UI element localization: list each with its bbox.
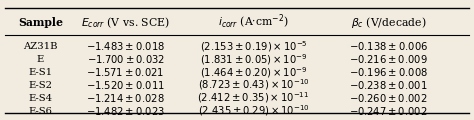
Text: $\beta_c$ (V/decade): $\beta_c$ (V/decade) — [351, 15, 427, 30]
Text: $-0.196 \pm 0.008$: $-0.196 \pm 0.008$ — [349, 66, 428, 78]
Text: $-1.214 \pm 0.028$: $-1.214 \pm 0.028$ — [86, 92, 165, 104]
Text: Sample: Sample — [18, 17, 63, 28]
Text: $(1.464 \pm 0.20) \times 10^{-9}$: $(1.464 \pm 0.20) \times 10^{-9}$ — [200, 65, 307, 80]
Text: $-1.483 \pm 0.018$: $-1.483 \pm 0.018$ — [86, 40, 165, 52]
Text: $-1.700 \pm 0.032$: $-1.700 \pm 0.032$ — [87, 53, 164, 65]
Text: $(2.435 \pm 0.29) \times 10^{-10}$: $(2.435 \pm 0.29) \times 10^{-10}$ — [198, 104, 310, 118]
Text: $(1.831 \pm 0.05) \times 10^{-9}$: $(1.831 \pm 0.05) \times 10^{-9}$ — [200, 52, 308, 67]
Text: E-S4: E-S4 — [28, 94, 52, 102]
Text: $-1.571 \pm 0.021$: $-1.571 \pm 0.021$ — [86, 66, 165, 78]
Text: $-1.520 \pm 0.011$: $-1.520 \pm 0.011$ — [86, 79, 165, 91]
Text: E-S6: E-S6 — [28, 107, 52, 115]
Text: AZ31B: AZ31B — [23, 42, 57, 51]
Text: $-0.247 \pm 0.002$: $-0.247 \pm 0.002$ — [349, 105, 428, 117]
Text: $-0.238 \pm 0.001$: $-0.238 \pm 0.001$ — [349, 79, 428, 91]
Text: $-0.138 \pm 0.006$: $-0.138 \pm 0.006$ — [349, 40, 428, 52]
Text: $-0.216 \pm 0.009$: $-0.216 \pm 0.009$ — [349, 53, 428, 65]
Text: $(2.153 \pm 0.19) \times 10^{-5}$: $(2.153 \pm 0.19) \times 10^{-5}$ — [200, 39, 308, 54]
Text: $(8.723 \pm 0.43) \times 10^{-10}$: $(8.723 \pm 0.43) \times 10^{-10}$ — [198, 78, 310, 93]
Text: $i_{corr}$ (A·cm$^{-2}$): $i_{corr}$ (A·cm$^{-2}$) — [218, 13, 289, 31]
Text: E-S1: E-S1 — [28, 68, 52, 77]
Text: $E_{corr}$ (V vs. SCE): $E_{corr}$ (V vs. SCE) — [81, 15, 170, 30]
Text: $(2.412 \pm 0.35) \times 10^{-11}$: $(2.412 \pm 0.35) \times 10^{-11}$ — [198, 91, 310, 105]
Text: $-0.260 \pm 0.002$: $-0.260 \pm 0.002$ — [349, 92, 428, 104]
Text: $-1.482 \pm 0.023$: $-1.482 \pm 0.023$ — [86, 105, 165, 117]
Text: E-S2: E-S2 — [28, 81, 52, 90]
Text: E: E — [36, 55, 44, 64]
